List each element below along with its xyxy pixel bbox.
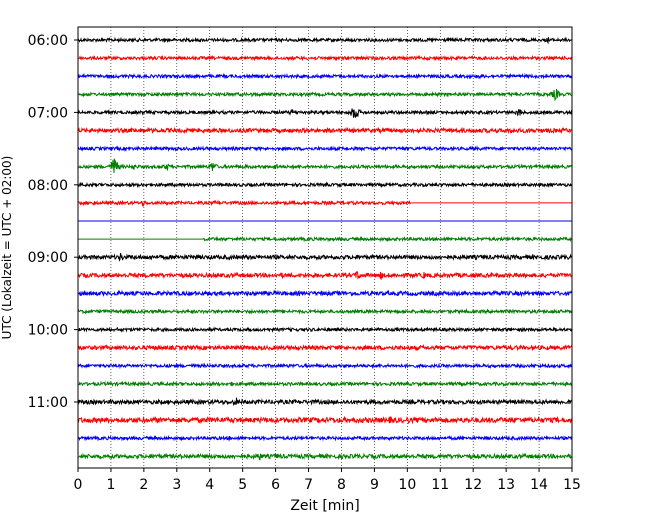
y-tick-label: 11:00 (28, 395, 68, 411)
y-axis: 06:00 07:00 08:00 09:00 10:00 11:00 (28, 33, 78, 411)
x-tick-label: 7 (304, 477, 313, 493)
trace-0645 (77, 88, 573, 102)
plot-frame (77, 26, 573, 469)
trace-1030 (77, 362, 573, 370)
x-tick-label: 2 (139, 477, 148, 493)
trace-0945 (77, 308, 572, 315)
trace-0900 (77, 253, 573, 262)
trace-0815 (77, 199, 572, 208)
trace-0930 (77, 289, 573, 298)
x-tick-label: 10 (398, 477, 416, 493)
trace-0800 (77, 181, 573, 189)
trace-0845 (78, 235, 573, 243)
x-axis: 0 1 2 3 4 5 6 7 8 9 10 11 12 13 14 15 (74, 468, 581, 493)
x-tick-label: 8 (337, 477, 346, 493)
y-tick-label: 08:00 (28, 178, 68, 194)
x-tick-label: 4 (205, 477, 214, 493)
trace-1145 (77, 452, 573, 461)
x-tick-label: 13 (497, 477, 515, 493)
trace-0730 (77, 145, 573, 153)
x-tick-label: 0 (74, 477, 83, 493)
x-tick-label: 12 (464, 477, 482, 493)
trace-group (77, 36, 573, 461)
trace-0915 (77, 271, 573, 280)
x-tick-label: 3 (172, 477, 181, 493)
x-tick-label: 6 (271, 477, 280, 493)
y-tick-label: 09:00 (28, 250, 68, 266)
y-tick-label: 07:00 (28, 105, 68, 121)
trace-0745 (77, 158, 573, 173)
x-tick-label: 1 (106, 477, 115, 493)
y-tick-label: 06:00 (28, 33, 68, 49)
trace-1130 (77, 434, 573, 442)
x-tick-label: 15 (563, 477, 581, 493)
x-tick-label: 11 (431, 477, 449, 493)
x-tick-label: 5 (238, 477, 247, 493)
y-axis-label: UTC (Lokalzeit = UTC + 02:00) (0, 156, 14, 340)
trace-0600 (77, 36, 573, 45)
trace-0615 (77, 54, 573, 62)
trace-1000 (78, 326, 573, 333)
x-tick-label: 14 (530, 477, 548, 493)
trace-0630 (77, 72, 573, 80)
trace-0700 (77, 108, 573, 118)
trace-1015 (77, 343, 573, 352)
trace-1100 (77, 397, 572, 407)
trace-1115 (77, 415, 573, 425)
x-axis-label: Zeit [min] (290, 498, 359, 514)
trace-1045 (78, 380, 573, 388)
trace-0715 (77, 126, 573, 135)
x-tick-label: 9 (370, 477, 379, 493)
y-tick-label: 10:00 (28, 323, 68, 339)
